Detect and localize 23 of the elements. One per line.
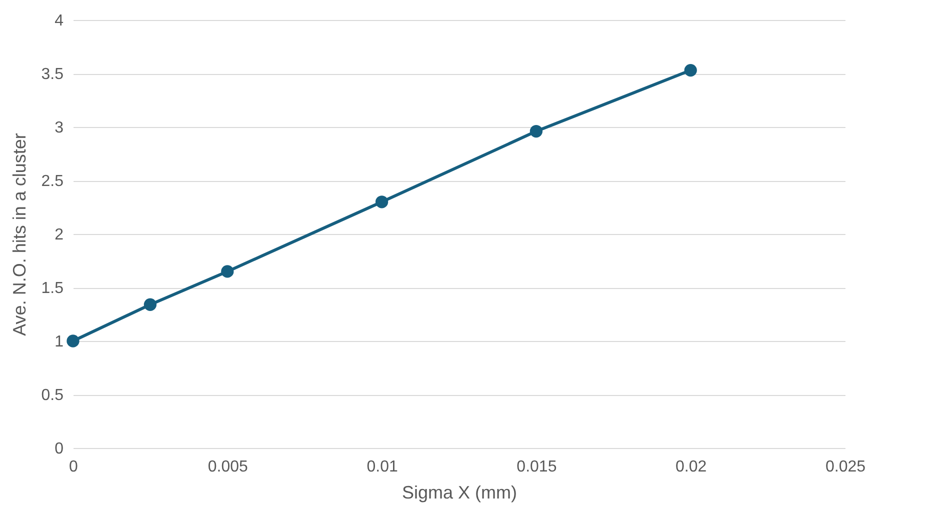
x-tick-label: 0.02 xyxy=(676,458,707,476)
y-tick-label: 1 xyxy=(54,334,64,350)
x-tick-label: 0.01 xyxy=(366,458,398,476)
y-tick-label: 2 xyxy=(54,226,64,244)
y-tick-label: 0.5 xyxy=(41,387,64,404)
y-tick-label: 2.5 xyxy=(41,173,64,190)
y-tick-label: 0 xyxy=(54,440,64,458)
point xyxy=(684,64,697,77)
point xyxy=(530,124,543,138)
x-tick-label: 0.025 xyxy=(825,458,866,476)
y-tick-label: 4 xyxy=(54,12,64,30)
y-tick-label: 3.5 xyxy=(41,66,64,83)
x-tick-label: 0.005 xyxy=(208,458,248,476)
point xyxy=(221,265,234,278)
point xyxy=(66,334,80,348)
point xyxy=(375,196,388,208)
x-axis-title: Sigma X (mm) xyxy=(402,482,518,502)
y-tick-label: 3 xyxy=(54,120,64,136)
y-tick-label: 1.5 xyxy=(41,280,64,297)
y-axis-title: Ave. N.O. hits in a cluster xyxy=(9,133,30,336)
x-tick-label: 0 xyxy=(69,458,78,476)
x-tick-label: 0.015 xyxy=(516,458,557,476)
point xyxy=(144,298,157,311)
